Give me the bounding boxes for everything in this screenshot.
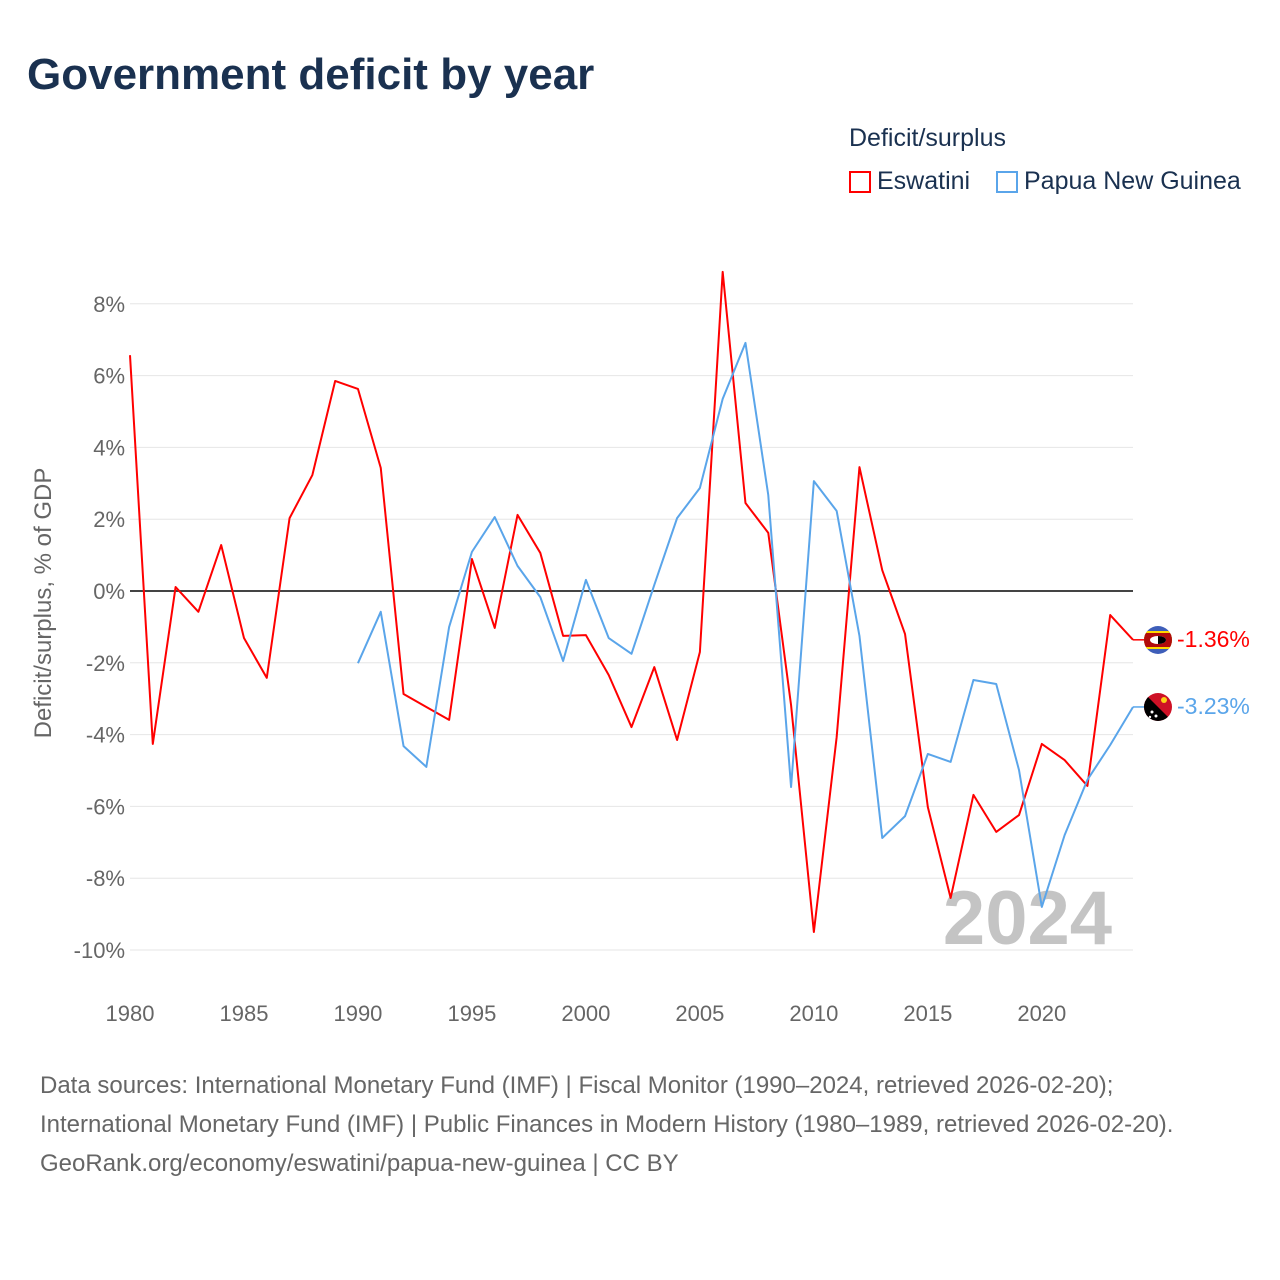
legend-item-eswatini[interactable]: Eswatini bbox=[849, 167, 970, 196]
png-end-label: -3.23% bbox=[1177, 693, 1250, 719]
data-sources: Data sources: International Monetary Fun… bbox=[40, 1072, 1174, 1138]
y-tick-label: 0% bbox=[93, 579, 125, 604]
legend-swatch-png bbox=[996, 170, 1018, 193]
x-tick-label: 1985 bbox=[220, 1001, 269, 1026]
y-tick-label: -2% bbox=[86, 651, 125, 676]
y-axis-label: Deficit/surplus, % of GDP bbox=[30, 468, 57, 739]
x-tick-label: 2010 bbox=[789, 1001, 838, 1026]
papua-new-guinea-flag-icon bbox=[1144, 693, 1172, 721]
x-tick-label: 1980 bbox=[106, 1001, 155, 1026]
series-line-eswatini[interactable] bbox=[129, 270, 1134, 934]
legend-label: Eswatini bbox=[877, 167, 971, 195]
legend-title: Deficit/surplus bbox=[849, 124, 1006, 152]
eswatini-flag-icon bbox=[1144, 626, 1172, 654]
x-tick-label: 2000 bbox=[561, 1001, 610, 1026]
y-tick-label: 2% bbox=[93, 507, 125, 532]
y-tick-label: -6% bbox=[86, 794, 125, 819]
x-tick-label: 2020 bbox=[1017, 1001, 1066, 1026]
x-tick-label: 2015 bbox=[903, 1001, 952, 1026]
chart-title: Government deficit by year bbox=[27, 50, 595, 99]
legend-item-papua-new-guinea[interactable]: Papua New Guinea bbox=[996, 167, 1241, 196]
y-tick-label: 6% bbox=[93, 364, 125, 389]
y-tick-label: 4% bbox=[93, 435, 125, 460]
x-tick-label: 1990 bbox=[333, 1001, 382, 1026]
x-tick-label: 1995 bbox=[447, 1001, 496, 1026]
legend-label: Papua New Guinea bbox=[1024, 167, 1241, 195]
legend-swatch-eswatini bbox=[849, 170, 871, 193]
y-tick-label: -4% bbox=[86, 723, 125, 748]
line-chart: -10% -8% -6% -4% -2% 0% 2% 4% 6% 8% 1980 1985 1990 19… bbox=[30, 270, 1250, 1026]
y-tick-label: 8% bbox=[93, 292, 125, 317]
y-tick-label: -8% bbox=[86, 866, 125, 891]
footer: Data sources: International Monetary Fun… bbox=[40, 1066, 1240, 1183]
y-tick-label: -10% bbox=[74, 938, 125, 963]
eswatini-end-label: -1.36% bbox=[1177, 626, 1250, 652]
series-line-papua-new-guinea[interactable] bbox=[357, 341, 1134, 908]
x-tick-label: 2005 bbox=[675, 1001, 724, 1026]
source-link[interactable]: GeoRank.org/economy/eswatini/papua-new-g… bbox=[40, 1150, 679, 1177]
year-watermark: 2024 bbox=[943, 876, 1112, 961]
